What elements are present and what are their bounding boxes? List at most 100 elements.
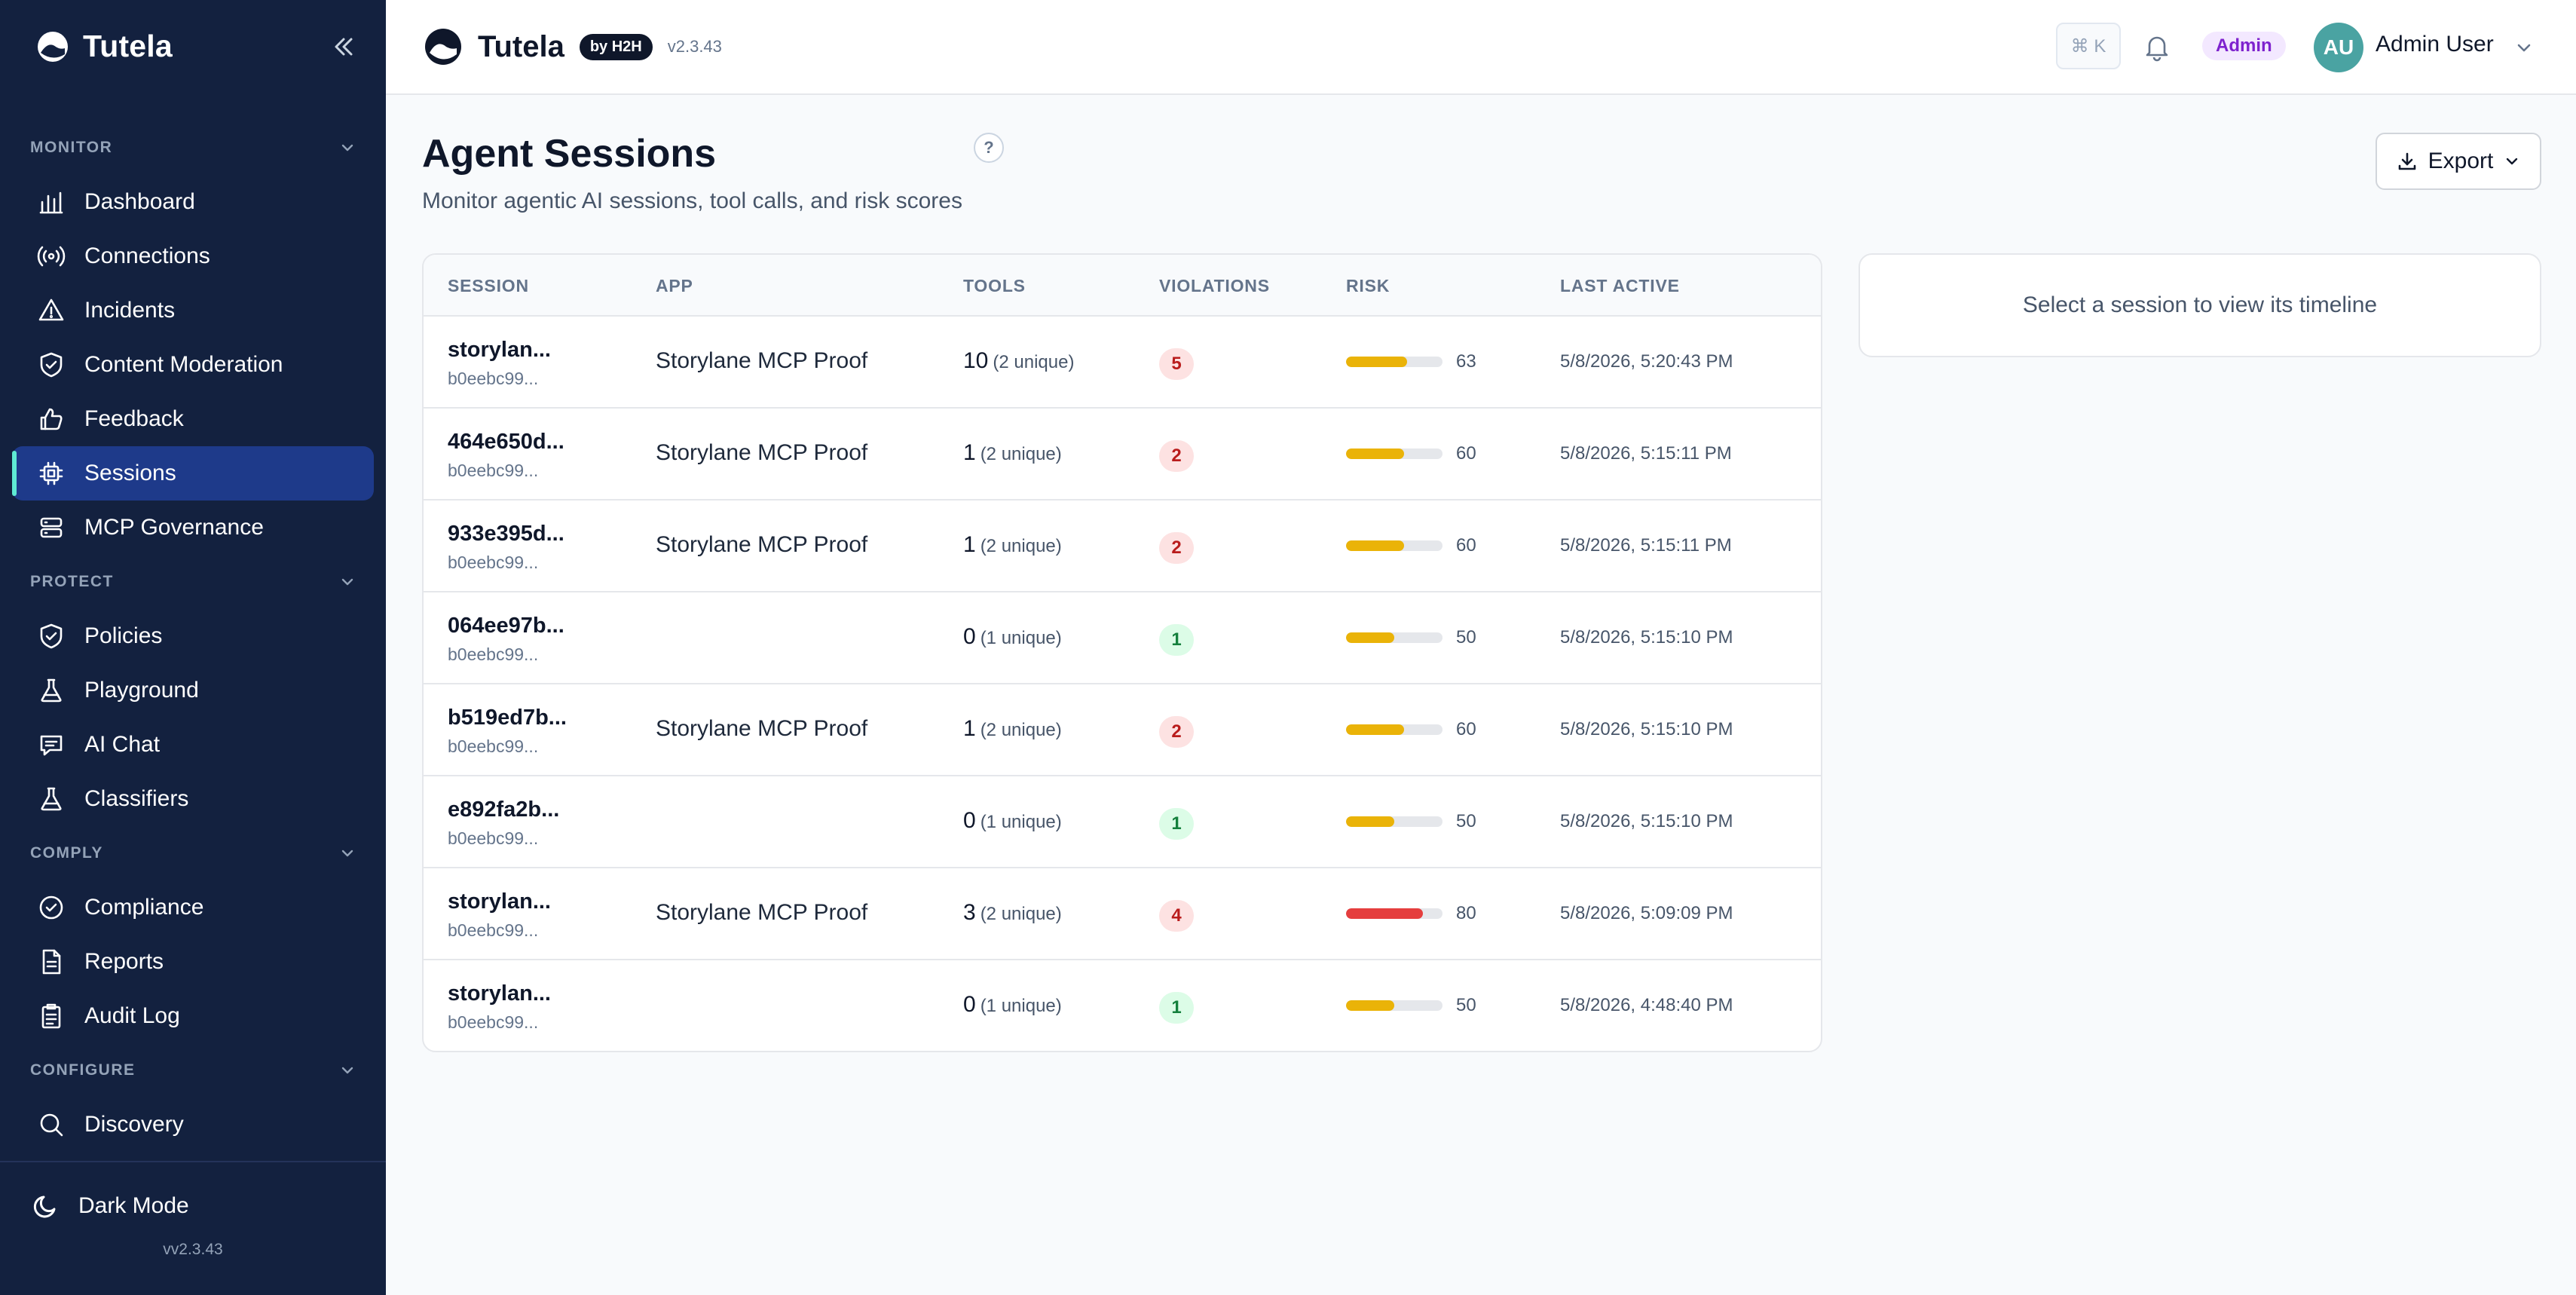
column-header-risk[interactable]: RISK xyxy=(1346,276,1390,295)
bell-icon[interactable] xyxy=(2142,32,2172,62)
flask-icon xyxy=(41,678,62,703)
sidebar-item-content-moderation[interactable]: Content Moderation xyxy=(12,338,374,392)
sidebar-item-policies[interactable]: Policies xyxy=(12,609,374,663)
sidebar-section-comply[interactable]: COMPLY xyxy=(0,826,386,880)
role-badge: Admin xyxy=(2202,32,2286,60)
sidebar-item-compliance[interactable]: Compliance xyxy=(12,880,374,935)
table-row[interactable]: 064ee97b... b0eebc99... 0 (1 unique) 1 50 5/8/… xyxy=(424,592,1821,684)
column-header-app[interactable]: APP xyxy=(656,276,693,295)
help-button[interactable]: ? xyxy=(974,133,1004,163)
session-id[interactable]: e892fa2b... xyxy=(448,798,560,822)
risk-score: 60 xyxy=(1456,535,1476,556)
moon-icon xyxy=(33,1196,56,1218)
sidebar-item-playground[interactable]: Playground xyxy=(12,663,374,718)
user-name[interactable]: Admin User xyxy=(2376,32,2494,57)
sidebar-item-feedback[interactable]: Feedback xyxy=(12,392,374,446)
session-id[interactable]: b519ed7b... xyxy=(448,706,567,730)
collapse-sidebar-icon[interactable] xyxy=(329,32,359,62)
dark-mode-toggle[interactable]: Dark Mode xyxy=(30,1191,189,1221)
sidebar-section-protect[interactable]: PROTECT xyxy=(0,555,386,609)
sidebar-item-audit-log[interactable]: Audit Log xyxy=(12,989,374,1043)
sidebar-item-label: Incidents xyxy=(84,298,176,323)
risk-cell: 50 xyxy=(1346,627,1476,648)
chevron-down-icon xyxy=(2507,158,2518,165)
risk-cell: 50 xyxy=(1346,811,1476,832)
session-id[interactable]: storylan... xyxy=(448,889,551,914)
cpu-chip-icon xyxy=(39,461,63,485)
risk-bar xyxy=(1346,357,1442,367)
sidebar-item-connections[interactable]: Connections xyxy=(12,229,374,283)
last-active-cell: 5/8/2026, 5:15:10 PM xyxy=(1560,627,1733,648)
session-cell: storylan... b0eebc99... xyxy=(448,338,551,389)
sidebar-version: vv2.3.43 xyxy=(163,1241,223,1258)
session-id[interactable]: 933e395d... xyxy=(448,522,564,546)
sidebar-section-title: MONITOR xyxy=(30,139,113,156)
table-row[interactable]: 464e650d... b0eebc99... Storylane MCP Proo… xyxy=(424,409,1821,501)
risk-bar-fill xyxy=(1346,540,1404,551)
sidebar-item-mcp-governance[interactable]: MCP Governance xyxy=(12,501,374,555)
shield-check-icon xyxy=(40,623,63,649)
sidebar-section-configure[interactable]: CONFIGURE xyxy=(0,1043,386,1098)
sidebar-item-label: MCP Governance xyxy=(84,515,264,540)
sidebar-item-ai-chat[interactable]: AI Chat xyxy=(12,718,374,772)
sidebar-item-integrations[interactable]: Integrations xyxy=(12,1152,374,1161)
sidebar-item-label: Content Moderation xyxy=(84,352,283,377)
last-active-cell: 5/8/2026, 5:15:10 PM xyxy=(1560,811,1733,831)
warning-triangle-icon xyxy=(38,298,64,321)
sidebar: Tutela MONITOR Dashboard Connections Incide… xyxy=(0,0,386,1295)
session-id[interactable]: storylan... xyxy=(448,338,551,362)
tools-unique: (2 unique) xyxy=(980,720,1062,740)
timeline-panel: Select a session to view its timeline xyxy=(1859,253,2541,357)
chevron-down-icon xyxy=(341,578,353,586)
sidebar-brand[interactable]: Tutela xyxy=(36,29,173,64)
table-row[interactable]: storylan... b0eebc99... Storylane MCP Proo… xyxy=(424,868,1821,960)
tools-unique: (2 unique) xyxy=(993,352,1075,372)
page-subtitle: Monitor agentic AI sessions, tool calls,… xyxy=(422,188,962,213)
last-active-cell: 5/8/2026, 5:15:10 PM xyxy=(1560,719,1733,739)
tools-cell: 0 (1 unique) xyxy=(963,808,1062,834)
sidebar-item-discovery[interactable]: Discovery xyxy=(12,1098,374,1152)
table-row[interactable]: e892fa2b... b0eebc99... 0 (1 unique) 1 50 5/8/… xyxy=(424,776,1821,868)
sidebar-item-incidents[interactable]: Incidents xyxy=(12,283,374,338)
table-row[interactable]: 933e395d... b0eebc99... Storylane MCP Proo… xyxy=(424,501,1821,592)
column-header-session[interactable]: SESSION xyxy=(448,276,529,295)
sidebar-item-reports[interactable]: Reports xyxy=(12,935,374,989)
session-cell: storylan... b0eebc99... xyxy=(448,889,551,941)
server-icon xyxy=(40,517,63,538)
violations-badge: 2 xyxy=(1159,440,1194,472)
document-icon xyxy=(42,949,61,975)
session-subid: b0eebc99... xyxy=(448,644,539,664)
risk-bar-fill xyxy=(1346,357,1407,367)
topbar-brand[interactable]: Tutela by H2H v2.3.43 xyxy=(424,27,722,66)
export-button[interactable]: Export xyxy=(2376,133,2541,190)
export-label: Export xyxy=(2428,148,2494,173)
session-cell: b519ed7b... b0eebc99... xyxy=(448,706,567,757)
chevron-down-icon[interactable] xyxy=(2514,38,2534,57)
sidebar-item-sessions[interactable]: Sessions xyxy=(12,446,374,501)
sidebar-section-monitor[interactable]: MONITOR xyxy=(0,121,386,175)
last-active-cell: 5/8/2026, 4:48:40 PM xyxy=(1560,995,1733,1015)
risk-cell: 50 xyxy=(1346,995,1476,1016)
tools-count: 1 xyxy=(963,716,976,741)
violations-badge: 5 xyxy=(1159,348,1194,380)
risk-bar-fill xyxy=(1346,908,1424,919)
session-id[interactable]: 064ee97b... xyxy=(448,614,564,638)
sidebar-item-dashboard[interactable]: Dashboard xyxy=(12,175,374,229)
column-header-tools[interactable]: TOOLS xyxy=(963,276,1026,295)
column-header-violations[interactable]: VIOLATIONS xyxy=(1159,276,1270,295)
table-row[interactable]: storylan... b0eebc99... Storylane MCP Proo… xyxy=(424,317,1821,409)
column-header-last-active[interactable]: LAST ACTIVE xyxy=(1560,276,1680,295)
tools-cell: 1 (2 unique) xyxy=(963,716,1062,742)
session-id[interactable]: storylan... xyxy=(448,981,551,1006)
table-row[interactable]: b519ed7b... b0eebc99... Storylane MCP Proo… xyxy=(424,684,1821,776)
table-row[interactable]: storylan... b0eebc99... 0 (1 unique) 1 50 5/8/… xyxy=(424,960,1821,1051)
sidebar-item-label: Compliance xyxy=(84,895,204,920)
avatar[interactable]: AU xyxy=(2314,23,2363,72)
risk-cell: 80 xyxy=(1346,903,1476,924)
session-subid: b0eebc99... xyxy=(448,736,539,756)
command-palette-button[interactable]: ⌘ K xyxy=(2056,23,2121,69)
session-id[interactable]: 464e650d... xyxy=(448,430,564,454)
sidebar-item-classifiers[interactable]: Classifiers xyxy=(12,772,374,826)
violations-badge: 1 xyxy=(1159,808,1194,840)
chevron-down-icon xyxy=(341,850,353,857)
